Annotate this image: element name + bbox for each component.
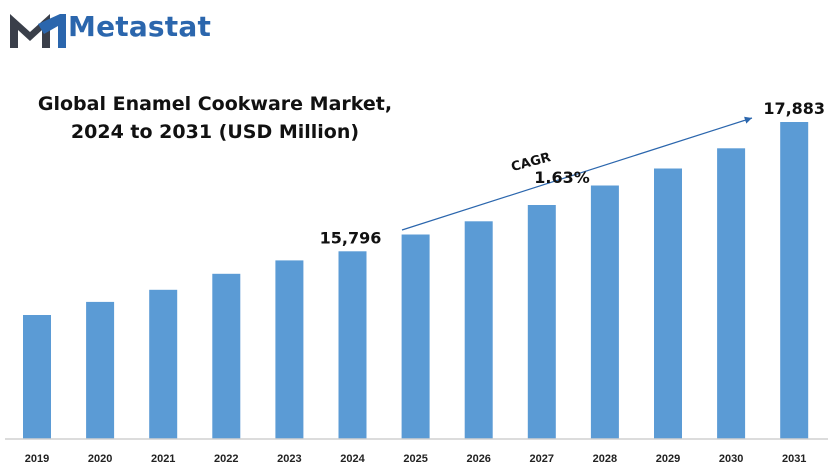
bar-2029 (654, 168, 682, 439)
x-tick-label-2029: 2029 (656, 453, 680, 465)
bar-2023 (275, 260, 304, 439)
x-tick-label-2031: 2031 (782, 453, 806, 465)
chart-title: Global Enamel Cookware Market, 2024 to 2… (30, 90, 400, 146)
data-label-2024: 15,796 (320, 228, 382, 247)
x-tick-label-2025: 2025 (403, 453, 427, 465)
x-tick-label-2020: 2020 (88, 453, 112, 465)
bar-2021 (149, 289, 178, 439)
metastat-logo (10, 14, 66, 48)
bar-2022 (212, 273, 241, 439)
x-tick-label-2023: 2023 (277, 453, 301, 465)
x-tick-label-2027: 2027 (530, 453, 554, 465)
cagr-value: 1.63% (534, 168, 590, 187)
bar-2020 (86, 301, 115, 439)
cagr-arrow (401, 116, 753, 231)
logo-mark-icon (10, 14, 50, 48)
brand-name: Metastat (68, 10, 212, 43)
bar-2031 (780, 122, 809, 439)
chart-title-line-1: Global Enamel Cookware Market, (37, 93, 393, 115)
x-tick-label-2019: 2019 (25, 453, 49, 465)
logo-mark-accent-icon (38, 14, 66, 48)
data-label-2031: 17,883 (763, 99, 825, 118)
bar-2025 (401, 234, 430, 439)
x-tick-label-2028: 2028 (593, 453, 617, 465)
x-tick-label-2021: 2021 (151, 453, 175, 465)
bar-2027 (527, 205, 556, 439)
bar-2028 (590, 185, 619, 439)
x-tick-label-2026: 2026 (466, 453, 490, 465)
bar-2019 (23, 315, 51, 439)
bar-2030 (717, 148, 746, 440)
bar-2024 (338, 251, 367, 439)
x-tick-label-2030: 2030 (719, 453, 743, 465)
bar-2026 (464, 221, 493, 439)
chart-title-line-2: 2024 to 2031 (USD Million) (70, 121, 360, 143)
x-tick-label-2022: 2022 (214, 453, 238, 465)
x-tick-label-2024: 2024 (340, 453, 365, 465)
